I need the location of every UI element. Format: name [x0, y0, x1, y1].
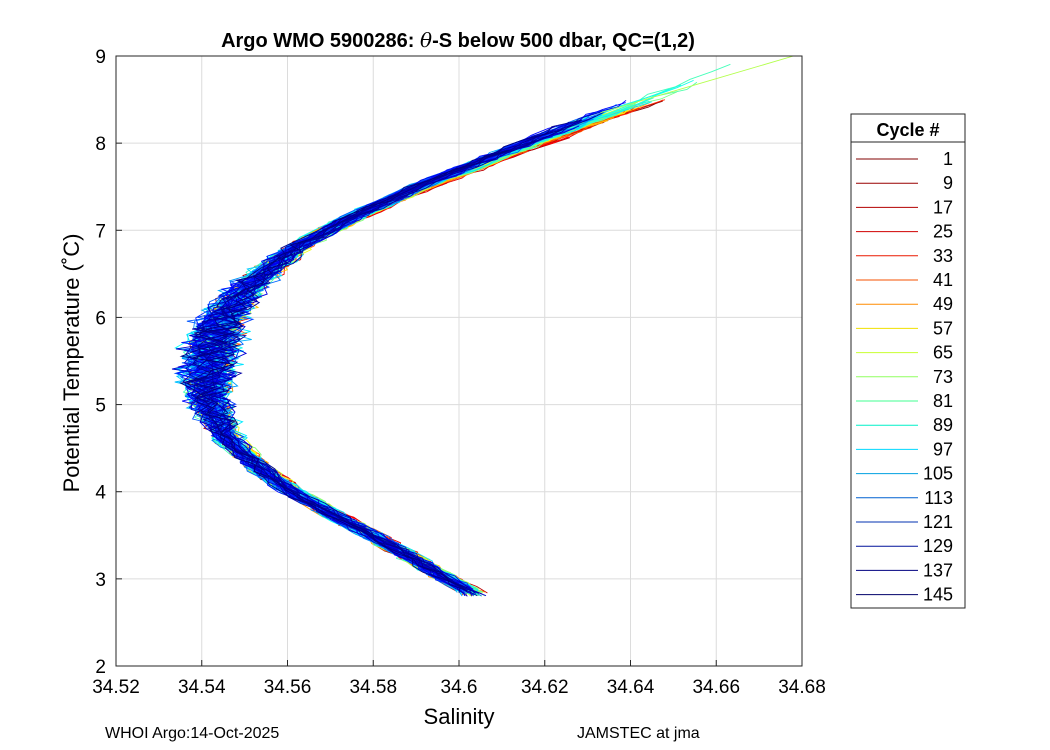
- y-tick-label: 3: [95, 570, 106, 591]
- x-tick-label: 34.66: [692, 677, 740, 698]
- legend-label: 89: [933, 415, 953, 435]
- x-tick-label: 34.54: [178, 677, 226, 698]
- x-tick-label: 34.58: [349, 677, 397, 698]
- legend-box: [850, 113, 966, 609]
- x-tick-label: 34.68: [778, 677, 826, 698]
- legend-label: 129: [923, 536, 953, 556]
- y-tick-label: 5: [95, 396, 106, 417]
- footer-source: WHOI Argo:14-Oct-2025: [105, 725, 280, 742]
- legend-label: 105: [923, 464, 953, 484]
- legend-label: 97: [933, 439, 953, 459]
- y-axis-label: Potential Temperature (˚C): [59, 234, 84, 493]
- legend-label: 81: [933, 391, 953, 411]
- x-tick-label: 34.52: [92, 677, 140, 698]
- legend-label: 41: [933, 270, 953, 290]
- legend-title: Cycle #: [876, 120, 939, 140]
- profile-line: [179, 119, 583, 593]
- profile-tip: [600, 56, 794, 114]
- y-tick-label: 2: [95, 657, 106, 678]
- profiles: [171, 56, 794, 597]
- y-tick-label: 6: [95, 308, 106, 329]
- footer-credit: JAMSTEC at jma: [577, 725, 700, 742]
- legend-label: 145: [923, 585, 953, 605]
- legend-label: 33: [933, 246, 953, 266]
- x-tick-label: 34.62: [521, 677, 569, 698]
- legend-label: 1: [943, 149, 953, 169]
- legend-label: 9: [943, 173, 953, 193]
- legend-label: 17: [933, 197, 953, 217]
- legend-label: 25: [933, 222, 953, 242]
- legend-label: 65: [933, 343, 953, 363]
- x-tick-label: 34.64: [607, 677, 655, 698]
- legend-label: 137: [923, 560, 953, 580]
- axis-ticks: 34.52 34.54 34.56 34.58 34.6 34.62 34.64 34.66 3…: [92, 47, 826, 698]
- legend-label: 49: [933, 294, 953, 314]
- legend-label: 57: [933, 318, 953, 338]
- x-tick-label: 34.56: [264, 677, 312, 698]
- legend-label: 121: [923, 512, 953, 532]
- y-tick-label: 4: [95, 483, 106, 504]
- profile-line: [190, 130, 554, 594]
- x-axis-label: Salinity: [424, 704, 495, 729]
- legend-label: 113: [924, 488, 953, 508]
- profile-line: [185, 150, 510, 592]
- y-tick-label: 9: [95, 47, 106, 68]
- x-tick-label: 34.6: [441, 677, 478, 698]
- legend-label: 73: [933, 367, 953, 387]
- legend: Cycle # 1 9 17 25 33 41 49 57 65 73 81 89 97 105 113 12…: [850, 113, 966, 609]
- profile-line: [193, 135, 548, 589]
- y-tick-label: 7: [95, 221, 106, 242]
- chart-title: Argo WMO 5900286: θ-S below 500 dbar, QC…: [221, 28, 695, 52]
- y-tick-label: 8: [95, 134, 106, 155]
